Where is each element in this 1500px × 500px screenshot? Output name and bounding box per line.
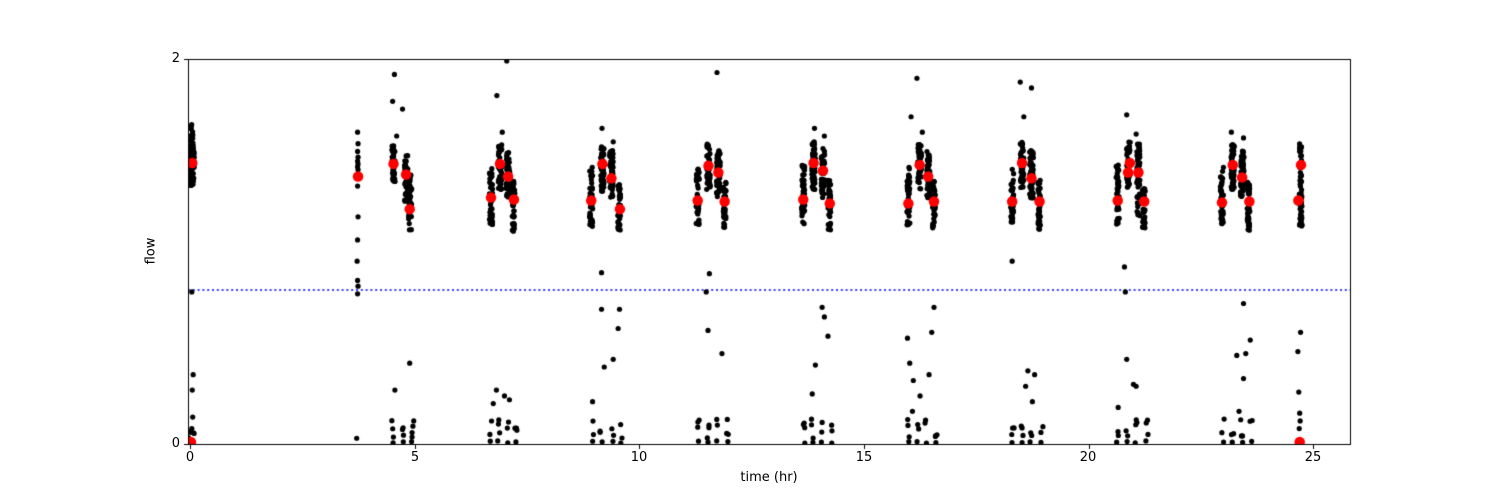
x-tick-label-25: 25 [1304,450,1322,465]
y-tick-label-0: 0 [171,436,180,451]
x-tick-label-10: 10 [630,450,648,465]
y-axis-label: flow [143,237,159,265]
x-tick-label-15: 15 [855,450,873,465]
x-tick-label-5: 5 [410,450,420,465]
x-axis-label: time (hr) [740,470,798,485]
x-tick-label-0: 0 [185,450,195,465]
y-tick-label-2: 2 [171,51,180,66]
x-tick-label-20: 20 [1079,450,1097,465]
